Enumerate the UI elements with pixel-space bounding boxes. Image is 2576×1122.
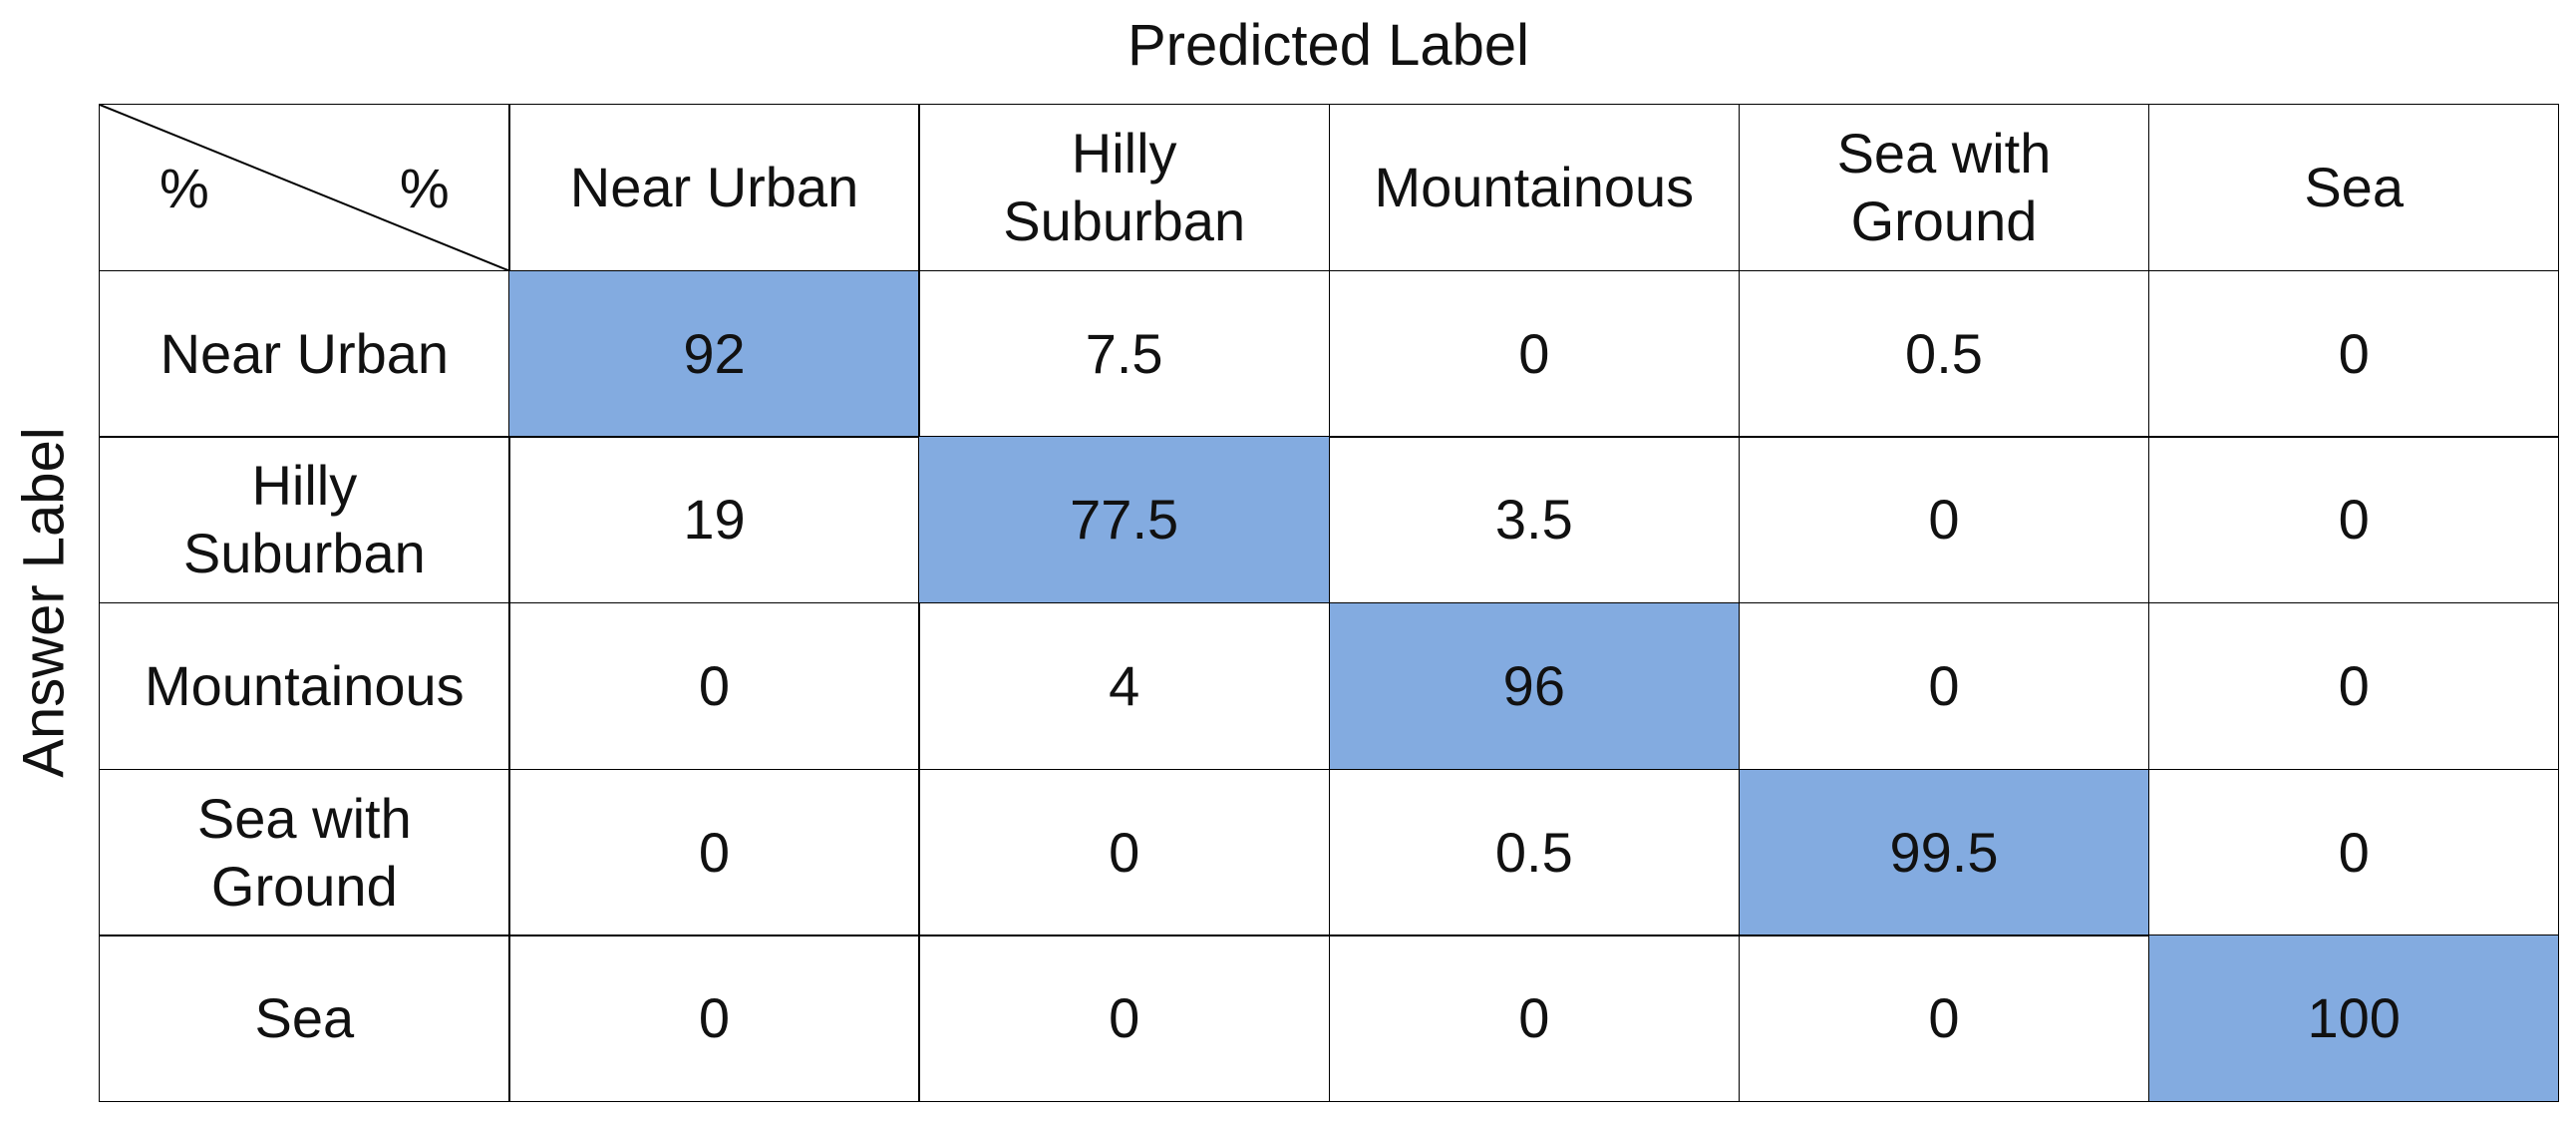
corner-label: % (160, 157, 209, 219)
value-cell: 0 (1738, 602, 2150, 771)
value-cell: 0 (2147, 768, 2560, 936)
title: Predicted Label (1127, 13, 1530, 78)
value-cell: 0.5 (1738, 269, 2150, 438)
value-cell: 0 (508, 768, 920, 936)
column-header: Mountainous (1328, 104, 1741, 272)
value-cell: 0 (2147, 436, 2560, 604)
value-cell: 0 (1738, 935, 2150, 1103)
value-cell: 99.5 (1738, 768, 2150, 936)
row-header: Hilly Suburban (99, 436, 510, 604)
value-cell: 19 (508, 436, 920, 604)
value-cell: 7.5 (918, 269, 1330, 438)
value-cell: 0 (2147, 602, 2560, 771)
value-cell: 92 (508, 269, 920, 438)
row-header: Sea (99, 935, 510, 1103)
value-cell: 0 (1328, 935, 1741, 1103)
value-cell: 0 (1328, 269, 1741, 438)
value-cell: 0 (2147, 269, 2560, 438)
corner-cell: %% (99, 104, 510, 272)
row-header: Near Urban (99, 269, 510, 438)
y-axis-label: Answer Label (11, 427, 77, 778)
row-header: Sea with Ground (99, 768, 510, 936)
value-cell: 77.5 (918, 436, 1330, 604)
column-header: Near Urban (508, 104, 920, 272)
value-cell: 3.5 (1328, 436, 1741, 604)
row-header: Mountainous (99, 602, 510, 771)
value-cell: 0 (508, 935, 920, 1103)
column-header: Hilly Suburban (918, 104, 1330, 272)
value-cell: 100 (2147, 935, 2560, 1103)
value-cell: 0.5 (1328, 768, 1741, 936)
diagonal (100, 105, 510, 271)
confusion-matrix: %% Near Urban Hilly Suburban Mountainous Sea… (99, 104, 2560, 1103)
column-header: Sea (2147, 104, 2560, 272)
column-header: Sea with Ground (1738, 104, 2150, 272)
value-cell: 0 (918, 768, 1330, 936)
value-cell: 0 (1738, 436, 2150, 604)
value-cell: 4 (918, 602, 1330, 771)
value-cell: 0 (508, 602, 920, 771)
corner-label: % (399, 157, 450, 219)
value-cell: 96 (1328, 602, 1741, 771)
value-cell: 0 (918, 935, 1330, 1103)
